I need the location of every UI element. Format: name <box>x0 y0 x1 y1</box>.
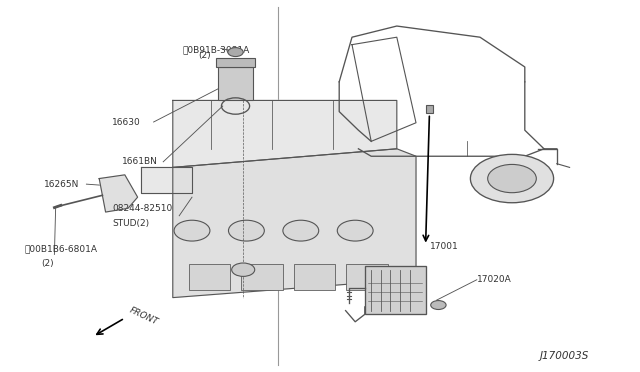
Text: 17001: 17001 <box>430 242 459 251</box>
Text: 17020A: 17020A <box>477 275 511 284</box>
Text: ⒴00B1B6-6801A: ⒴00B1B6-6801A <box>24 245 97 254</box>
Bar <box>426 105 433 113</box>
Text: STUD(2): STUD(2) <box>112 219 149 228</box>
Circle shape <box>337 220 373 241</box>
Bar <box>346 264 388 290</box>
Text: 16630: 16630 <box>112 118 141 126</box>
Text: ⓝ0B91B-3081A: ⓝ0B91B-3081A <box>182 45 250 54</box>
Circle shape <box>228 48 243 57</box>
Polygon shape <box>141 167 192 193</box>
Bar <box>241 264 283 290</box>
Polygon shape <box>173 149 416 298</box>
Bar <box>365 266 426 314</box>
Circle shape <box>228 220 264 241</box>
Text: 1661BN: 1661BN <box>122 157 157 166</box>
Text: (2): (2) <box>198 51 211 60</box>
Text: 16265N: 16265N <box>44 180 79 189</box>
Circle shape <box>232 263 255 276</box>
Circle shape <box>488 164 536 193</box>
Bar <box>189 264 230 290</box>
Bar <box>218 67 253 100</box>
Polygon shape <box>99 175 138 212</box>
Circle shape <box>283 220 319 241</box>
Circle shape <box>470 154 554 203</box>
Text: (2): (2) <box>42 259 54 268</box>
Polygon shape <box>173 100 397 167</box>
Circle shape <box>174 220 210 241</box>
Bar <box>216 58 255 67</box>
Bar <box>294 264 335 290</box>
Text: 08244-82510: 08244-82510 <box>112 204 172 213</box>
Text: FRONT: FRONT <box>128 306 159 327</box>
Circle shape <box>431 301 446 310</box>
Text: J170003S: J170003S <box>540 351 589 361</box>
